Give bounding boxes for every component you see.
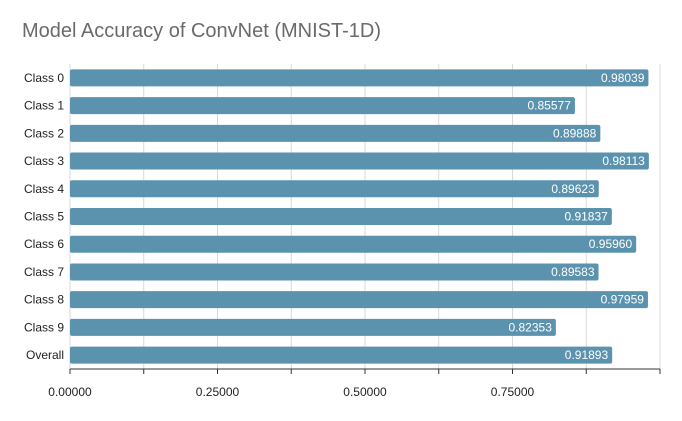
bar (70, 152, 649, 170)
bar (70, 180, 599, 198)
data-label: 0.82353 (508, 320, 552, 334)
data-label: 0.85577 (528, 99, 572, 113)
bar (70, 69, 649, 87)
x-tick-label: 0.25000 (196, 385, 240, 399)
bar (70, 235, 637, 253)
data-label: 0.91837 (564, 210, 608, 224)
category-label: Class 4 (24, 182, 64, 196)
category-label: Class 1 (24, 99, 64, 113)
bar (70, 97, 575, 115)
bar (70, 318, 556, 336)
data-label: 0.98113 (602, 154, 645, 168)
x-tick-label: 0.50000 (343, 385, 387, 399)
data-label: 0.95960 (589, 237, 633, 251)
bars (70, 69, 649, 364)
category-label: Class 2 (24, 126, 64, 140)
data-label: 0.89888 (553, 126, 597, 140)
category-label: Class 6 (24, 237, 64, 251)
bar (70, 346, 613, 364)
data-label: 0.91893 (565, 348, 609, 362)
data-label: 0.89583 (551, 265, 595, 279)
category-label: Class 3 (24, 154, 64, 168)
category-label: Class 5 (24, 210, 64, 224)
bar (70, 263, 599, 281)
bar (70, 208, 612, 225)
data-label: 0.89623 (551, 182, 595, 196)
category-label: Class 0 (24, 71, 64, 85)
x-tick-label: 0.00000 (48, 385, 92, 399)
category-label: Overall (26, 348, 64, 362)
bar (70, 124, 601, 142)
chart-title: Model Accuracy of ConvNet (MNIST-1D) (22, 20, 381, 42)
category-label: Class 8 (24, 293, 64, 307)
x-tick-label: 0.75000 (491, 385, 535, 399)
x-axis: 0.00000 0.25000 0.50000 0.75000 (48, 368, 661, 399)
data-label: 0.98039 (601, 71, 645, 85)
labels: Class 0 0.98039 Class 1 0.85577 Class 2 0.898… (24, 71, 645, 362)
bar (70, 291, 648, 309)
category-label: Class 9 (24, 320, 64, 334)
category-label: Class 7 (24, 265, 64, 279)
data-label: 0.97959 (601, 293, 645, 307)
